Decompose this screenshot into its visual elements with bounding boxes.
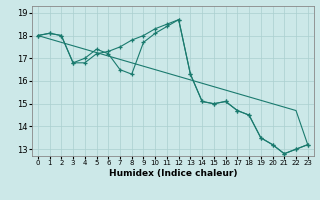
X-axis label: Humidex (Indice chaleur): Humidex (Indice chaleur) [108, 169, 237, 178]
